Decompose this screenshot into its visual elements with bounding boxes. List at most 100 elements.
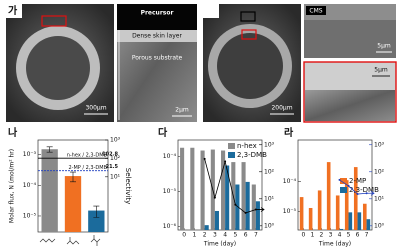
selectivity-name: 2-MP / 2,3-DMB bbox=[68, 165, 107, 171]
y2-tick-label: 10² bbox=[264, 168, 275, 175]
y-tick-label: 10⁻⁴ bbox=[163, 153, 177, 160]
x-tick-label: 0 bbox=[182, 232, 186, 239]
x-tick-label: 0 bbox=[302, 232, 306, 239]
bar bbox=[299, 197, 304, 230]
fiber-bore bbox=[217, 33, 283, 99]
molecule-sketches bbox=[39, 235, 101, 246]
y2-tick-label: 10⁰ bbox=[264, 222, 275, 229]
y-tick-label: 10⁻⁵ bbox=[23, 212, 37, 219]
legend-swatch bbox=[340, 187, 347, 193]
x-tick-label: 5 bbox=[347, 232, 351, 239]
x-tick-label: 7 bbox=[254, 232, 258, 239]
dense-label: Dense skin layer bbox=[132, 33, 182, 40]
legend-label: 2,3-DMB bbox=[349, 186, 379, 194]
x-tick-label: 3 bbox=[213, 232, 217, 239]
selectivity-point bbox=[338, 178, 341, 181]
y2-tick-label: 10³ bbox=[110, 137, 121, 144]
selectivity-point bbox=[347, 184, 350, 187]
x-tick-label: 3 bbox=[329, 232, 333, 239]
scale-label: 5μm bbox=[374, 67, 388, 74]
bar bbox=[344, 180, 349, 230]
panel-label: 라 bbox=[284, 126, 294, 139]
bar bbox=[241, 162, 246, 230]
bar bbox=[64, 176, 82, 232]
sem-panel: 가 300μm Precursor Dense skin layer Porou… bbox=[6, 4, 397, 123]
bar bbox=[251, 184, 256, 230]
bar bbox=[353, 167, 358, 230]
selectivity-point bbox=[203, 157, 206, 160]
cms-porous bbox=[305, 90, 395, 121]
selectivity-point bbox=[244, 211, 247, 214]
selectivity-point bbox=[254, 208, 257, 211]
bar bbox=[41, 149, 58, 232]
legend-swatch bbox=[228, 143, 235, 149]
x-tick-label: 1 bbox=[192, 232, 196, 239]
panel-label-box bbox=[6, 4, 22, 18]
bar bbox=[180, 147, 185, 230]
zoom-box bbox=[241, 29, 257, 40]
porous-label: Porous substrate bbox=[132, 55, 183, 62]
bar bbox=[339, 228, 344, 230]
x-tick-label: 1 bbox=[311, 232, 315, 239]
methylpentane bbox=[66, 240, 80, 245]
zoom-box bbox=[41, 15, 67, 27]
y2-tick-label: 10³ bbox=[374, 141, 385, 148]
y2-tick-label: 10¹ bbox=[264, 195, 275, 202]
bar bbox=[335, 195, 340, 230]
dimethylbutane bbox=[90, 238, 101, 243]
x-tick-label: 4 bbox=[338, 232, 342, 239]
panel-label: 가 bbox=[8, 4, 18, 17]
y2-tick-label: 10² bbox=[110, 155, 121, 162]
y2-tick-label: 10³ bbox=[264, 141, 275, 148]
panel-label: 다 bbox=[158, 126, 168, 139]
y2-tick-label: 10⁰ bbox=[374, 222, 385, 229]
fiber-bore bbox=[26, 36, 90, 100]
precursor-band bbox=[117, 4, 197, 30]
bar bbox=[348, 212, 353, 230]
axis-arrow bbox=[256, 207, 265, 212]
bar bbox=[190, 147, 195, 230]
selectivity-point bbox=[213, 196, 216, 199]
scale-label: 5μm bbox=[377, 43, 391, 50]
bar bbox=[214, 210, 219, 230]
cms-title: CMS bbox=[309, 8, 322, 15]
plot-frame bbox=[297, 139, 373, 231]
legend-swatch bbox=[228, 152, 235, 158]
legend-swatch bbox=[340, 178, 347, 184]
bar bbox=[88, 210, 105, 232]
x-tick-label: 6 bbox=[356, 232, 360, 239]
cms-title-box bbox=[306, 6, 326, 15]
selectivity-line bbox=[339, 179, 367, 195]
bar bbox=[235, 184, 240, 230]
selectivity-point bbox=[224, 160, 227, 163]
bar bbox=[245, 181, 250, 230]
scale-label: 2μm bbox=[175, 107, 189, 114]
panel-label: 나 bbox=[8, 126, 18, 139]
bar bbox=[362, 203, 367, 230]
bar bbox=[366, 219, 371, 230]
bar bbox=[221, 150, 226, 230]
x-tick-label: 4 bbox=[223, 232, 227, 239]
selectivity-value: 21.5 bbox=[106, 164, 119, 170]
dense-layer bbox=[117, 30, 197, 42]
plot-frame bbox=[177, 139, 263, 231]
bar bbox=[317, 190, 322, 230]
bar bbox=[308, 207, 313, 230]
error-bar bbox=[46, 146, 53, 153]
selectivity-value: 102.8 bbox=[102, 152, 118, 158]
selectivity-name: n-hex / 2,3-DMB bbox=[67, 153, 108, 159]
y2-tick-label: 10¹ bbox=[110, 173, 121, 180]
x-tick-label: 6 bbox=[244, 232, 248, 239]
x-tick-label: 5 bbox=[233, 232, 237, 239]
legend-label: n-hex bbox=[237, 142, 257, 150]
x-tick-label: 7 bbox=[365, 232, 369, 239]
bar bbox=[326, 162, 331, 230]
n-hexane bbox=[39, 238, 56, 243]
bar bbox=[200, 150, 205, 230]
selectivity-point bbox=[356, 193, 359, 196]
x-axis-label: Time (day) bbox=[203, 241, 236, 248]
x-tick-label: 2 bbox=[320, 232, 324, 239]
legend-label: 2-MP bbox=[349, 177, 366, 185]
bar bbox=[204, 225, 209, 230]
